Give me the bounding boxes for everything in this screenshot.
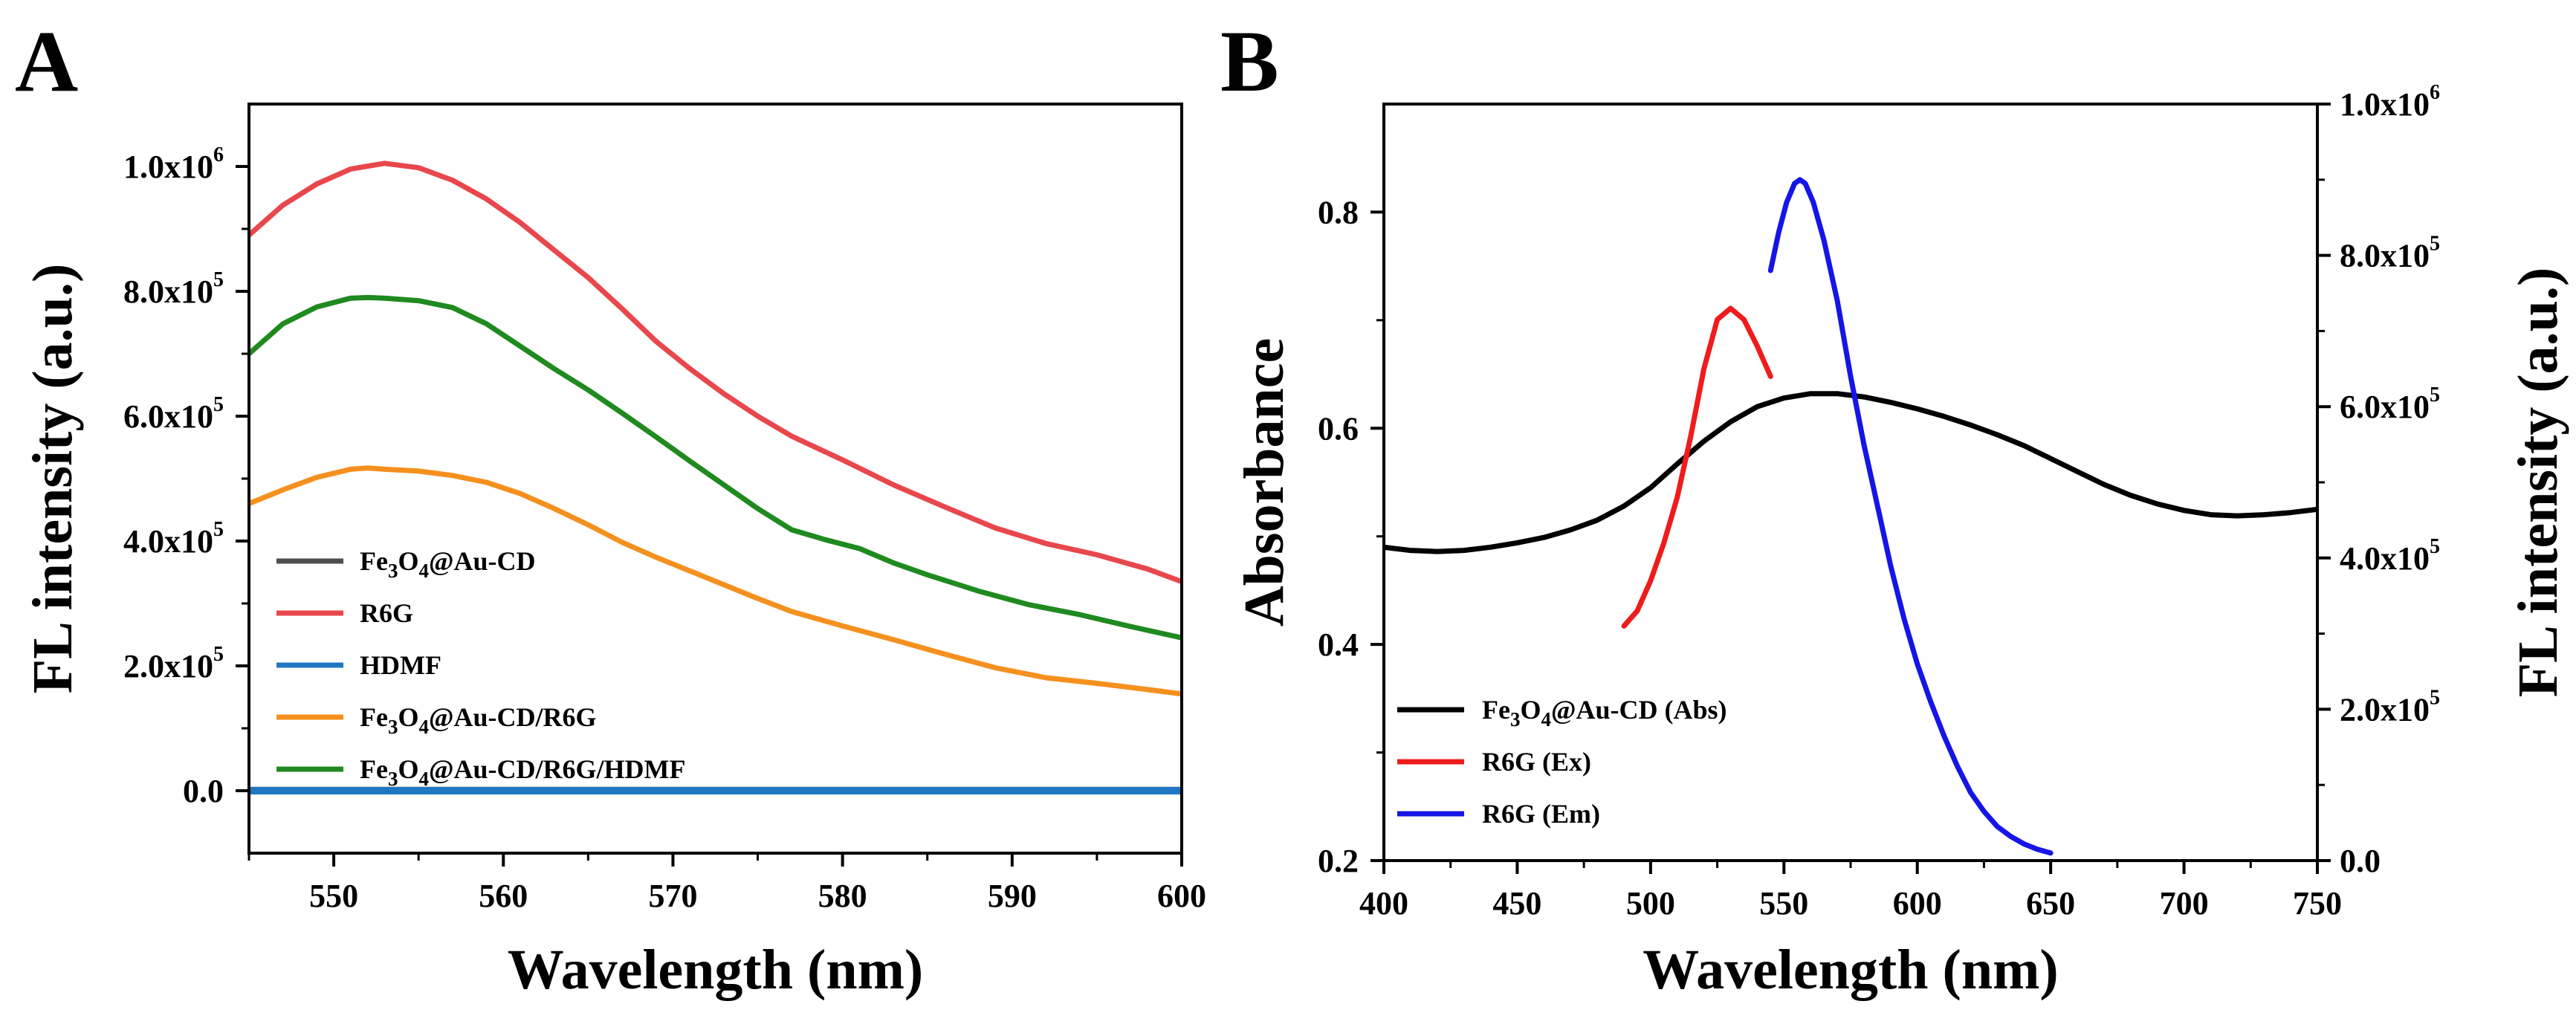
x-tick-label: 750 <box>2293 885 2342 922</box>
legend-label: Fe3O4@Au-CD/R6G <box>360 702 596 738</box>
x-tick-label: 650 <box>2026 885 2075 922</box>
y-right-tick-label: 8.0x105 <box>2340 233 2440 274</box>
legend-label: R6G <box>360 598 413 628</box>
chart-panel-A: A 550 560 570 580 590 600 0.0 2.0x105 4.0x105 6.0x… <box>15 13 1206 1001</box>
x-tick-label: 550 <box>1759 885 1808 922</box>
x-tick-label: 570 <box>648 878 697 914</box>
x-tick-label: 450 <box>1492 885 1541 922</box>
legend: Fe3O4@Au-CD (Abs) R6G (Ex) R6G (Em) <box>1397 695 1726 829</box>
series-line-r6g-em- <box>1767 177 2054 856</box>
legend-label: Fe3O4@Au-CD (Abs) <box>1482 695 1726 731</box>
y-tick-label: 8.0x105 <box>123 268 224 310</box>
panel-letter: B <box>1220 13 1279 110</box>
y-tick-label: 1.0x106 <box>123 143 224 185</box>
y-tick-label: 6.0x105 <box>123 393 224 435</box>
series-line-r6g-ex- <box>1621 305 1773 629</box>
x-tick-label: 500 <box>1626 885 1675 922</box>
y-tick-label: 0.2 <box>1318 843 1359 879</box>
y-tick-label: 0.0 <box>183 773 224 809</box>
x-tick-label: 700 <box>2160 885 2209 922</box>
y-tick-label: 4.0x105 <box>123 518 224 560</box>
y-right-tick-label: 2.0x105 <box>2340 686 2440 728</box>
series-line-fe3o4-au-cd-r6g-hdmf <box>249 294 1182 641</box>
y-axis-title-right: FL intensity (a.u.) <box>2507 268 2569 698</box>
x-tick-label: 580 <box>818 878 867 914</box>
x-tick-label: 600 <box>1157 878 1206 914</box>
y-right-tick-label: 6.0x105 <box>2340 383 2440 425</box>
y-tick-label: 0.6 <box>1318 410 1359 447</box>
series-line-fe3o4-au-cd-abs- <box>1384 391 2317 554</box>
x-axis-title: Wavelength (nm) <box>1643 939 2058 1001</box>
legend-label: HDMF <box>360 650 441 680</box>
y-right-tick-label: 4.0x105 <box>2340 535 2440 577</box>
x-tick-label: 560 <box>479 878 528 914</box>
y-right-tick-label: 1.0x106 <box>2340 81 2440 123</box>
y-tick-label: 2.0x105 <box>123 643 224 684</box>
y-right-tick-label: 0.0 <box>2340 843 2381 879</box>
series-line-r6g <box>249 161 1182 585</box>
x-axis-title: Wavelength (nm) <box>508 939 923 1001</box>
legend-label: Fe3O4@Au-CD <box>360 546 535 582</box>
x-tick-label: 600 <box>1893 885 1942 922</box>
legend-label: R6G (Ex) <box>1482 747 1591 777</box>
y-tick-label: 0.4 <box>1318 626 1359 663</box>
legend-label: R6G (Em) <box>1482 799 1600 829</box>
series-line-fe3o4-au-cd-r6g <box>249 465 1182 697</box>
x-tick-label: 590 <box>988 878 1037 914</box>
legend: Fe3O4@Au-CD R6G HDMF Fe3O4@Au-CD/R6G Fe3O4@A… <box>276 546 685 790</box>
series-group <box>249 161 1182 794</box>
y-axis-title: Absorbance <box>1233 338 1295 626</box>
x-tick-label: 400 <box>1359 885 1408 922</box>
y-tick-label: 0.8 <box>1318 194 1359 230</box>
y-axis-title: FL intensity (a.u.) <box>22 264 84 694</box>
legend-label: Fe3O4@Au-CD/R6G/HDMF <box>360 754 685 790</box>
panel-letter: A <box>15 13 78 110</box>
chart-panel-B: B 400 450 500 550 600 650 700 750 0.2 0.4 0.6 0.8 0.0… <box>1220 13 2569 1001</box>
x-tick-label: 550 <box>309 878 358 914</box>
series-group <box>1384 177 2317 856</box>
